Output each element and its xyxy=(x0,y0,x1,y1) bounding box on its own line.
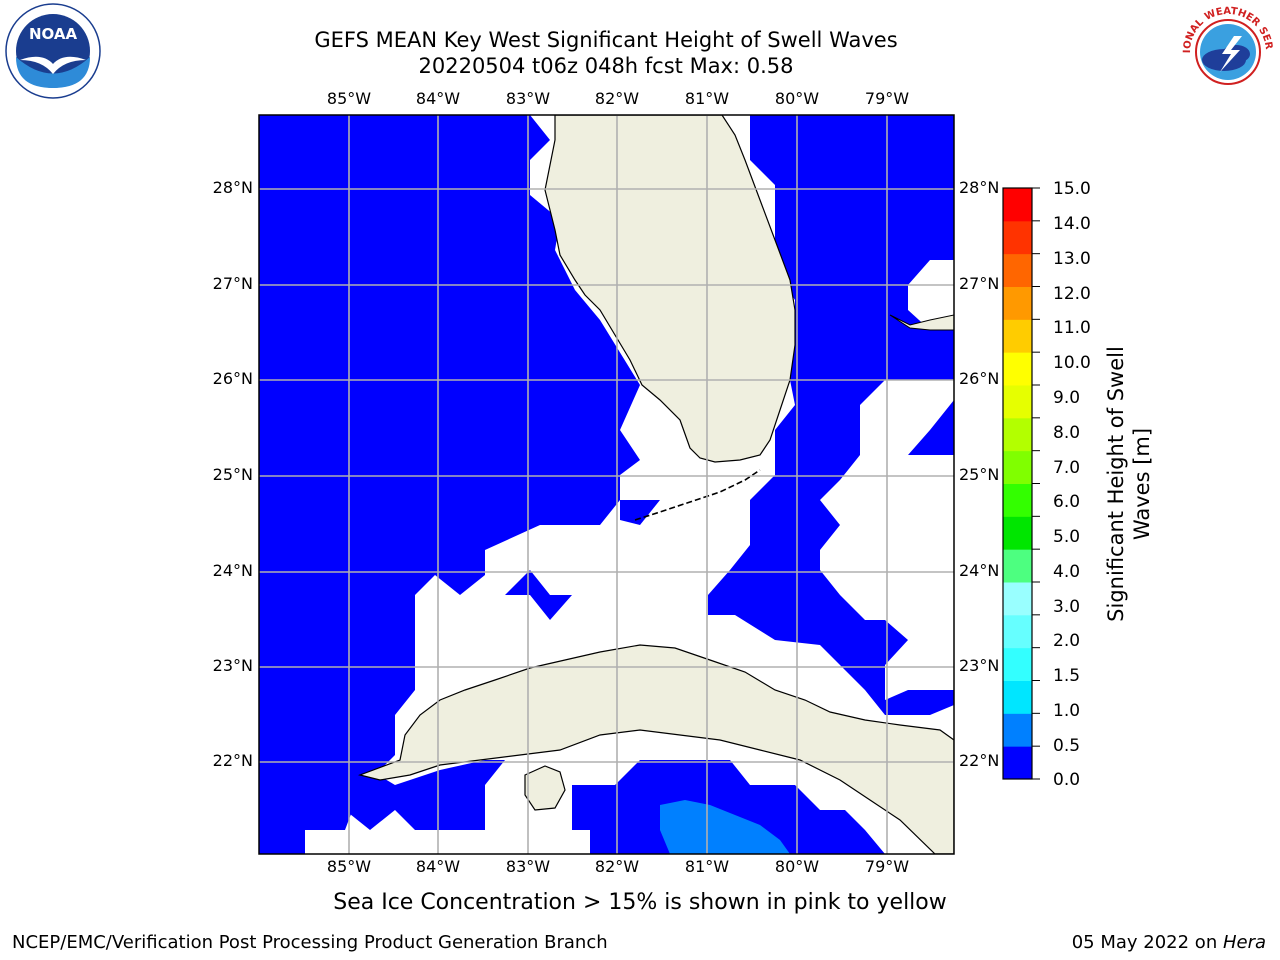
lat-label-left-28n: 28°N xyxy=(212,178,253,197)
colorbar-title: Significant Height of Swell Waves [m] xyxy=(1103,324,1155,644)
footer-branch: NCEP/EMC/Verification Post Processing Pr… xyxy=(12,932,608,953)
florida-keys xyxy=(634,469,761,521)
noaa-logo-text: NOAA xyxy=(29,25,78,43)
lat-label-right-23n: 23°N xyxy=(959,656,1000,675)
map-title-line1: GEFS MEAN Key West Significant Height of… xyxy=(314,28,898,52)
colorbar-segment xyxy=(1003,582,1032,616)
colorbar-segment xyxy=(1003,352,1032,386)
lon-label-top-84w: 84°W xyxy=(415,89,461,108)
colorbar-segment xyxy=(1003,188,1032,222)
lat-label-right-28n: 28°N xyxy=(959,178,1000,197)
lat-label-left-27n: 27°N xyxy=(212,274,253,293)
map-title-line2: 20220504 t06z 048h fcst Max: 0.58 xyxy=(418,54,794,78)
footer-date-text: 05 May 2022 on xyxy=(1071,932,1223,953)
lat-label-left-26n: 26°N xyxy=(212,369,253,388)
graticule xyxy=(259,115,954,854)
colorbar-tick-label: 0.5 xyxy=(1053,736,1081,756)
florida-landmass xyxy=(544,115,796,463)
colorbar-segment xyxy=(1003,647,1032,681)
colorbar-segment xyxy=(1003,713,1032,747)
colorbar-tick-label: 9.0 xyxy=(1053,388,1081,408)
colorbar-segment xyxy=(1003,614,1032,649)
noaa-logo-icon: NOAA xyxy=(5,3,101,99)
colorbar-tick-label: 7.0 xyxy=(1053,458,1081,478)
colorbar-title-line1: Significant Height of Swell xyxy=(1104,346,1128,622)
colorbar-segment xyxy=(1003,483,1032,517)
lon-label-bottom-82w: 82°W xyxy=(594,857,640,876)
colorbar-tick-label: 8.0 xyxy=(1053,423,1081,443)
map-frame xyxy=(258,114,955,855)
colorbar-segment xyxy=(1003,220,1032,255)
lon-label-top-85w: 85°W xyxy=(326,89,372,108)
cuba-landmass xyxy=(357,644,954,854)
colorbar xyxy=(1003,187,1040,780)
colorbar-tick-label: 4.0 xyxy=(1053,562,1081,582)
colorbar-tick-label: 13.0 xyxy=(1053,249,1091,269)
lon-label-bottom-81w: 81°W xyxy=(684,857,730,876)
lon-label-bottom-85w: 85°W xyxy=(326,857,372,876)
colorbar-segment xyxy=(1003,385,1032,419)
lon-label-bottom-79w: 79°W xyxy=(864,857,910,876)
swell-height-map xyxy=(258,114,1040,855)
lat-label-right-27n: 27°N xyxy=(959,274,1000,293)
lon-label-bottom-84w: 84°W xyxy=(415,857,461,876)
colorbar-tick-label: 6.0 xyxy=(1053,492,1081,512)
colorbar-tick-label: 1.5 xyxy=(1053,666,1081,686)
swell-field-mid xyxy=(660,800,790,854)
colorbar-segment xyxy=(1003,680,1032,714)
colorbar-segment xyxy=(1003,417,1032,452)
colorbar-segment xyxy=(1003,286,1032,320)
lat-label-right-22n: 22°N xyxy=(959,751,1000,770)
lat-label-left-24n: 24°N xyxy=(212,561,253,580)
lat-label-left-25n: 25°N xyxy=(212,465,253,484)
colorbar-title-line2: Waves [m] xyxy=(1130,427,1154,541)
colorbar-segment xyxy=(1003,450,1032,484)
colorbar-segment xyxy=(1003,549,1032,583)
colorbar-frame xyxy=(1002,187,1033,780)
swell-field xyxy=(259,115,954,854)
lat-label-right-26n: 26°N xyxy=(959,369,1000,388)
colorbar-tick-label: 3.0 xyxy=(1053,597,1081,617)
lon-label-top-80w: 80°W xyxy=(774,89,820,108)
lon-label-top-83w: 83°W xyxy=(505,89,551,108)
lat-label-left-23n: 23°N xyxy=(212,656,253,675)
isle-of-youth xyxy=(524,765,566,811)
lon-label-bottom-80w: 80°W xyxy=(774,857,820,876)
lat-label-right-24n: 24°N xyxy=(959,561,1000,580)
lon-label-top-79w: 79°W xyxy=(864,89,910,108)
colorbar-tick-label: 2.0 xyxy=(1053,631,1081,651)
footer-date: 05 May 2022 on Hera xyxy=(1072,932,1266,953)
colorbar-segment xyxy=(1003,516,1032,550)
colorbar-tick-label: 11.0 xyxy=(1053,318,1091,338)
bahamas-island xyxy=(889,314,954,331)
colorbar-segment xyxy=(1003,746,1032,780)
colorbar-segment xyxy=(1003,319,1032,353)
colorbar-tick-label: 14.0 xyxy=(1053,214,1091,234)
sea-ice-note: Sea Ice Concentration > 15% is shown in … xyxy=(333,890,947,915)
colorbar-segment xyxy=(1003,253,1032,287)
colorbar-tick-label: 10.0 xyxy=(1053,353,1091,373)
nws-logo-icon: NATIONAL WEATHER SERVICE xyxy=(1176,2,1274,98)
footer-machine: Hera xyxy=(1222,932,1266,953)
lat-label-left-22n: 22°N xyxy=(212,751,253,770)
lat-label-right-25n: 25°N xyxy=(959,465,1000,484)
lon-label-top-81w: 81°W xyxy=(684,89,730,108)
colorbar-tick-label: 15.0 xyxy=(1053,179,1091,199)
colorbar-tick-label: 0.0 xyxy=(1053,770,1081,790)
colorbar-tick-label: 12.0 xyxy=(1053,284,1091,304)
colorbar-tick-label: 1.0 xyxy=(1053,701,1081,721)
colorbar-tick-label: 5.0 xyxy=(1053,527,1081,547)
lon-label-top-82w: 82°W xyxy=(594,89,640,108)
lon-label-bottom-83w: 83°W xyxy=(505,857,551,876)
